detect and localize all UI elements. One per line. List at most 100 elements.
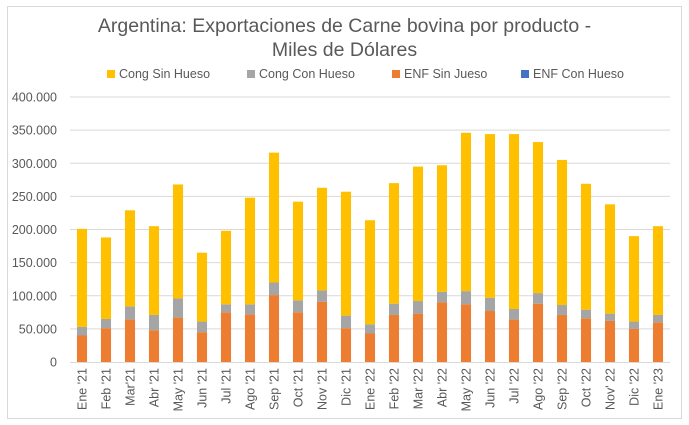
bar-enf-sin-jueso — [100, 328, 112, 362]
x-tick-label: Jun '22 — [484, 368, 498, 408]
legend-item-cong-con-hueso[interactable]: Cong Con Hueso — [247, 67, 355, 81]
x-tick-label: Jun '21 — [196, 368, 210, 408]
x-tick-label: Mar'21 — [124, 368, 138, 406]
legend-swatch-enf-con-hueso — [521, 70, 529, 78]
x-tick-label: Abr '22 — [436, 368, 450, 407]
legend-label: Cong Sin Hueso — [119, 67, 211, 81]
bar-cong-sin-hueso — [604, 204, 616, 314]
legend-label: ENF Con Hueso — [533, 67, 625, 81]
bar-cong-sin-hueso — [580, 183, 592, 310]
bar-enf-sin-jueso — [436, 302, 448, 362]
bar-cong-con-hueso — [628, 321, 640, 329]
y-tick-label: 300.000 — [12, 157, 57, 171]
bar-cong-con-hueso — [268, 282, 280, 296]
x-tick-label: Ene '22 — [364, 368, 378, 410]
bar-cong-sin-hueso — [100, 237, 112, 319]
bar-cong-sin-hueso — [484, 134, 496, 298]
x-axis-ticks: Ene '21 Feb '21 Mar'21 Abr '21 May '21 Jun '2… — [76, 368, 666, 411]
bar-cong-con-hueso — [124, 306, 136, 320]
legend-label: Cong Con Hueso — [259, 67, 355, 81]
bar-cong-con-hueso — [532, 293, 544, 304]
bar-enf-sin-jueso — [196, 332, 208, 362]
bar-enf-sin-jueso — [268, 295, 280, 362]
x-tick-label: Mar '22 — [412, 368, 426, 409]
x-tick-label: Oct '22 — [580, 368, 594, 407]
x-tick-label: Jul '22 — [508, 368, 522, 404]
bar-cong-sin-hueso — [364, 220, 376, 325]
bar-enf-sin-jueso — [412, 313, 424, 362]
x-tick-label: May '21 — [172, 368, 186, 411]
bar-cong-con-hueso — [436, 291, 448, 303]
bar-enf-sin-jueso — [244, 314, 256, 362]
bar-enf-sin-jueso — [580, 318, 592, 362]
y-tick-label: 50.000 — [19, 322, 57, 336]
bar-cong-con-hueso — [100, 318, 112, 329]
y-tick-label: 200.000 — [12, 223, 57, 237]
x-tick-label: Feb '22 — [388, 368, 402, 409]
bar-enf-sin-jueso — [76, 335, 88, 362]
bar-cong-sin-hueso — [412, 166, 424, 302]
bar-enf-sin-jueso — [460, 304, 472, 362]
y-tick-label: 0 — [50, 356, 57, 370]
x-tick-label: Ene '23 — [652, 368, 666, 410]
bar-enf-sin-jueso — [340, 328, 352, 362]
bar-enf-sin-jueso — [172, 317, 184, 362]
x-tick-label: May '22 — [460, 368, 474, 411]
bar-cong-sin-hueso — [340, 191, 352, 316]
x-tick-label: Jul '21 — [220, 368, 234, 404]
bar-cong-sin-hueso — [172, 184, 184, 299]
bar-cong-sin-hueso — [196, 252, 208, 322]
bar-cong-con-hueso — [580, 309, 592, 319]
bar-cong-con-hueso — [364, 324, 376, 334]
bar-cong-sin-hueso — [508, 134, 520, 309]
x-tick-label: Dic '22 — [628, 368, 642, 406]
bar-enf-sin-jueso — [532, 303, 544, 362]
bar-enf-sin-jueso — [556, 314, 568, 362]
bar-cong-con-hueso — [316, 290, 328, 302]
chart-title-line-2: Miles de Dólares — [271, 39, 418, 61]
legend-item-enf-con-hueso[interactable]: ENF Con Hueso — [521, 67, 624, 81]
bar-cong-sin-hueso — [460, 132, 472, 292]
y-tick-label: 150.000 — [12, 256, 57, 270]
legend-item-cong-sin-hueso[interactable]: Cong Sin Hueso — [107, 67, 210, 81]
bar-enf-sin-jueso — [652, 322, 664, 362]
bar-cong-sin-hueso — [436, 165, 448, 292]
chart-title: Argentina: Exportaciones de Carne bovina… — [0, 14, 689, 62]
x-tick-label: Nov '21 — [316, 368, 330, 410]
chart-title-line-1: Argentina: Exportaciones de Carne bovina… — [97, 15, 592, 37]
legend-item-enf-sin-jueso[interactable]: ENF Sin Jueso — [392, 67, 487, 81]
bar-cong-sin-hueso — [388, 183, 400, 304]
bar-cong-sin-hueso — [316, 187, 328, 291]
x-tick-label: Ago '22 — [532, 368, 546, 410]
x-tick-label: Abr '21 — [148, 368, 162, 407]
bar-cong-sin-hueso — [148, 226, 160, 315]
bar-cong-sin-hueso — [220, 230, 232, 305]
y-tick-label: 100.000 — [12, 289, 57, 303]
x-tick-label: Ene '21 — [76, 368, 90, 410]
y-tick-label: 350.000 — [12, 124, 57, 138]
bar-cong-con-hueso — [148, 314, 160, 331]
bar-cong-con-hueso — [604, 313, 616, 321]
x-tick-label: Sep '22 — [556, 368, 570, 410]
bar-cong-con-hueso — [484, 297, 496, 311]
bar-cong-con-hueso — [388, 303, 400, 315]
bar-enf-sin-jueso — [388, 314, 400, 362]
bar-cong-con-hueso — [412, 301, 424, 314]
bar-cong-sin-hueso — [268, 152, 280, 283]
y-tick-label: 250.000 — [12, 190, 57, 204]
bar-cong-sin-hueso — [76, 228, 88, 327]
y-axis-ticks: 0 50.000 100.000 150.000 200.000 250.000 300.0… — [12, 91, 57, 370]
bar-cong-con-hueso — [508, 309, 520, 320]
bar-cong-sin-hueso — [628, 236, 640, 322]
bar-cong-sin-hueso — [556, 159, 568, 306]
bar-cong-sin-hueso — [244, 197, 256, 305]
x-tick-label: Dic '21 — [340, 368, 354, 406]
legend-label: ENF Sin Jueso — [404, 67, 488, 81]
bar-cong-con-hueso — [172, 298, 184, 318]
bar-enf-sin-jueso — [220, 312, 232, 362]
bar-enf-sin-jueso — [484, 310, 496, 362]
bar-cong-sin-hueso — [532, 142, 544, 294]
bar-enf-sin-jueso — [316, 301, 328, 362]
bar-enf-sin-jueso — [124, 319, 136, 362]
